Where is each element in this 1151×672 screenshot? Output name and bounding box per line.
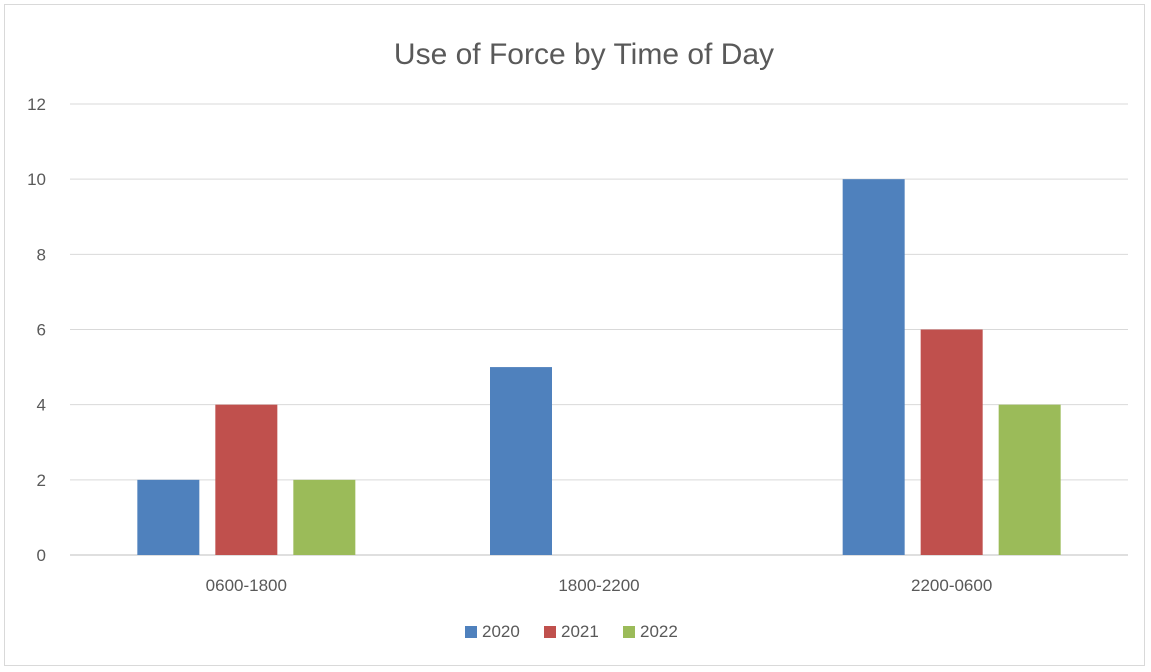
y-tick-label: 4	[37, 396, 46, 415]
y-axis-ticks: 0 2 4 6 8 10 12	[27, 95, 46, 565]
legend-swatch-2020	[465, 626, 477, 638]
bar-2020-2200-0600	[842, 179, 905, 555]
x-axis-ticks: 0600-1800 1800-2200 2200-0600	[206, 576, 993, 595]
legend-label: 2022	[640, 622, 678, 641]
x-tick-label: 1800-2200	[558, 576, 639, 595]
legend-swatch-2022	[623, 626, 635, 638]
legend: 2020 2021 2022	[465, 622, 678, 641]
x-tick-label: 2200-0600	[911, 576, 992, 595]
y-tick-label: 12	[27, 95, 46, 114]
y-tick-label: 6	[37, 321, 46, 340]
y-tick-label: 10	[27, 170, 46, 189]
x-tick-label: 0600-1800	[206, 576, 287, 595]
legend-label: 2021	[561, 622, 599, 641]
bar-2022-0600-1800	[293, 479, 356, 555]
bar-2020-0600-1800	[137, 479, 200, 555]
bar-2021-2200-0600	[920, 329, 983, 555]
bars	[137, 179, 1061, 555]
y-tick-label: 0	[37, 546, 46, 565]
chart-title: Use of Force by Time of Day	[394, 38, 774, 71]
bar-2021-0600-1800	[215, 404, 278, 555]
legend-label: 2020	[482, 622, 520, 641]
y-tick-label: 8	[37, 245, 46, 264]
legend-swatch-2021	[544, 626, 556, 638]
bar-2020-1800-2200	[490, 367, 552, 555]
y-tick-label: 2	[37, 471, 46, 490]
bar-2022-2200-0600	[998, 404, 1061, 555]
